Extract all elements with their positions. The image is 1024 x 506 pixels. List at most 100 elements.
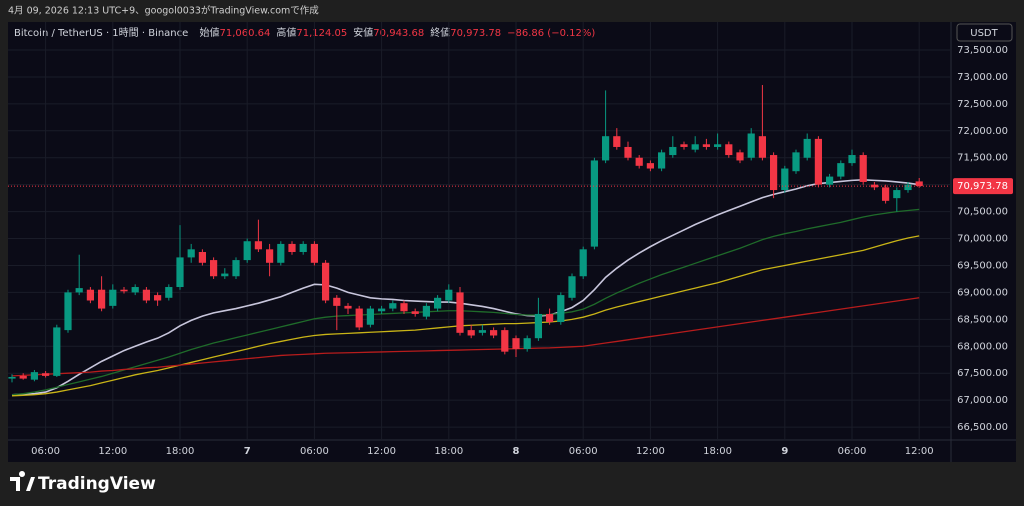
candle-body [512, 338, 520, 349]
y-tick-label: 72,500.00 [957, 99, 1008, 110]
candle-body [747, 133, 755, 158]
candle-body [266, 249, 274, 263]
y-tick-label: 72,000.00 [957, 126, 1008, 137]
candle-body [579, 249, 587, 277]
y-tick-label: 68,500.00 [957, 314, 1008, 325]
candle-body [792, 152, 800, 172]
candle-body [624, 146, 632, 158]
x-tick-label: 12:00 [636, 446, 665, 457]
symbol: Bitcoin / TetherUS · 1時間 · Binance [14, 27, 188, 39]
x-tick-label: 12:00 [98, 446, 127, 457]
candle-body [837, 163, 845, 177]
x-tick-label: 18:00 [166, 446, 195, 457]
candle-body [434, 297, 442, 309]
candle-body [870, 184, 878, 188]
candle-body [333, 297, 341, 306]
candle-body [490, 330, 498, 336]
x-tick-label: 06:00 [569, 446, 598, 457]
candle-body [299, 243, 307, 253]
legend-value: 71,124.05 [296, 28, 347, 39]
legend: Bitcoin / TetherUS · 1時間 · Binance 始値71,… [14, 26, 595, 39]
candle-body [680, 144, 688, 147]
candle-body [120, 289, 128, 292]
candle-body [534, 313, 542, 339]
legend-text: Bitcoin / TetherUS · 1時間 · Binance 始値71,… [14, 26, 595, 39]
legend-value: 70,943.68 [373, 28, 424, 39]
candle-body [915, 181, 923, 187]
x-tick-label: 18:00 [434, 446, 463, 457]
last-price-box [953, 178, 1013, 195]
candle-body [568, 276, 576, 298]
candle-body [53, 327, 61, 376]
candle-body [221, 273, 229, 277]
moving-average-line [11, 179, 920, 396]
legend-change: −86.86 (−0.12%) [507, 28, 595, 39]
candle-body [8, 376, 16, 379]
candle-body [714, 144, 722, 147]
candle-body [904, 184, 912, 191]
moving-average-line [11, 235, 920, 397]
moving-average-line [11, 297, 920, 377]
moving-average-line [11, 208, 920, 396]
candle-body [635, 157, 643, 166]
candle-body [781, 168, 789, 191]
legend-label: 始値 [199, 26, 219, 39]
candle-body [546, 313, 554, 323]
chart-panel [8, 22, 1016, 462]
candle-body [142, 289, 150, 301]
candle-body [411, 311, 419, 314]
candle-body [366, 308, 374, 325]
candle-body [803, 138, 811, 158]
y-tick-label: 70,500.00 [957, 207, 1008, 218]
candle-body [64, 292, 72, 331]
candle-body [758, 136, 766, 158]
candle-body [826, 176, 834, 185]
candle-body [389, 303, 397, 309]
candle-body [422, 305, 430, 317]
currency-box[interactable] [956, 23, 1013, 42]
candle-body [859, 155, 867, 182]
x-tick-label: 06:00 [300, 446, 329, 457]
candle-body [243, 241, 251, 261]
candle-body [154, 295, 162, 301]
candle-body [557, 295, 565, 323]
legend-value: 71,060.64 [219, 28, 270, 39]
legend-label: 高値 [276, 26, 296, 39]
y-tick-label: 70,000.00 [957, 234, 1008, 245]
candle-body [288, 243, 296, 253]
x-tick-label: 12:00 [367, 446, 396, 457]
candle-body [187, 249, 195, 258]
legend-label: 終値 [430, 26, 450, 39]
candle-body [456, 292, 464, 333]
candle-body [848, 155, 856, 164]
y-tick-label: 73,500.00 [957, 45, 1008, 56]
x-tick-label: 9 [781, 446, 788, 457]
logo-icon [10, 470, 35, 491]
attribution: 4月 09, 2026 12:13 UTC+9、googol0033がTradi… [8, 5, 319, 17]
grid [8, 22, 950, 440]
candle-body [814, 138, 822, 185]
candle-body [232, 260, 240, 277]
candle-body [400, 303, 408, 312]
candle-body [322, 262, 330, 301]
y-tick-label: 67,000.00 [957, 395, 1008, 406]
candle-body [42, 373, 50, 376]
candle-body [86, 289, 94, 301]
candle-body [602, 136, 610, 161]
candle-body [467, 330, 475, 336]
y-tick-label: 67,500.00 [957, 368, 1008, 379]
candle-body [19, 375, 27, 379]
candle-body [378, 308, 386, 312]
candle-body [501, 330, 509, 352]
legend-value: 70,973.78 [450, 28, 501, 39]
candle-body [478, 330, 486, 333]
x-tick-label: 06:00 [31, 446, 60, 457]
candle-body [445, 289, 453, 301]
candle-body [658, 152, 666, 169]
candle-body [98, 289, 106, 309]
y-tick-label: 69,500.00 [957, 260, 1008, 271]
candle-body [277, 243, 285, 263]
candle-body [109, 289, 117, 306]
candle-body [75, 288, 83, 293]
